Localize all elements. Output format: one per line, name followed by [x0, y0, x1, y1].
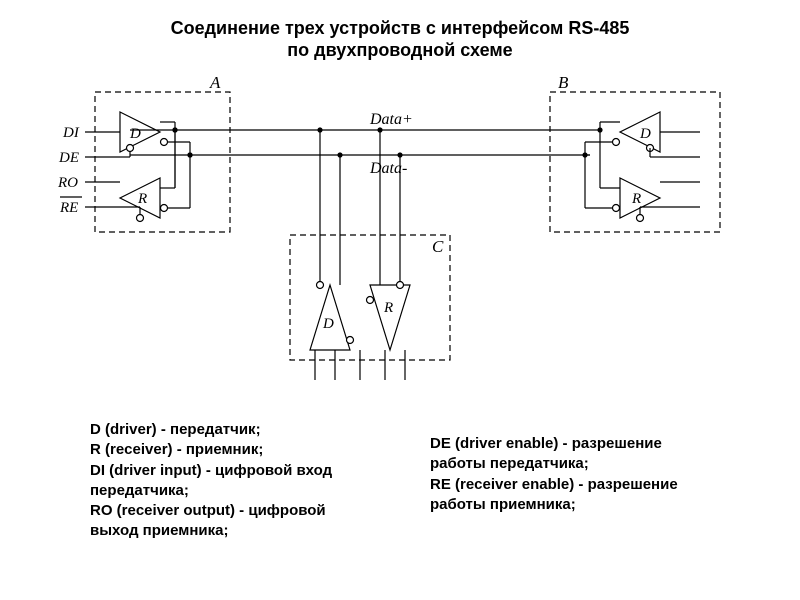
svg-text:C: C	[432, 237, 444, 256]
svg-text:D: D	[129, 126, 141, 142]
legend-line: DE (driver enable) - разрешение	[430, 434, 678, 454]
svg-text:D: D	[639, 126, 651, 142]
legend-line: работы приемника;	[430, 495, 678, 515]
svg-text:A: A	[209, 73, 221, 92]
svg-text:D: D	[322, 316, 334, 332]
svg-text:RO: RO	[57, 175, 78, 191]
legend-line: передатчика;	[90, 481, 332, 501]
svg-text:R: R	[137, 191, 147, 207]
svg-text:DI: DI	[62, 125, 80, 141]
legend-line: DI (driver input) - цифровой вход	[90, 461, 332, 481]
legend-line: R (receiver) - приемник;	[90, 440, 332, 460]
legend-line: RE (receiver enable) - разрешение	[430, 475, 678, 495]
svg-text:B: B	[558, 73, 569, 92]
svg-text:DE: DE	[58, 150, 79, 166]
svg-text:Data+: Data+	[369, 111, 413, 128]
svg-text:Data-: Data-	[369, 160, 407, 177]
svg-text:R: R	[631, 191, 641, 207]
svg-text:R: R	[383, 300, 393, 316]
legend-left: D (driver) - передатчик;R (receiver) - п…	[90, 420, 332, 542]
legend-line: D (driver) - передатчик;	[90, 420, 332, 440]
rs485-diagram: Data+ Data- A D R DI DE RO RE B D R C D R	[0, 0, 800, 420]
svg-text:RE: RE	[59, 200, 78, 216]
legend-line: работы передатчика;	[430, 454, 678, 474]
legend-line: RO (receiver output) - цифровой	[90, 501, 332, 521]
legend-line: выход приемника;	[90, 521, 332, 541]
legend-right: DE (driver enable) - разрешениеработы пе…	[430, 434, 678, 515]
